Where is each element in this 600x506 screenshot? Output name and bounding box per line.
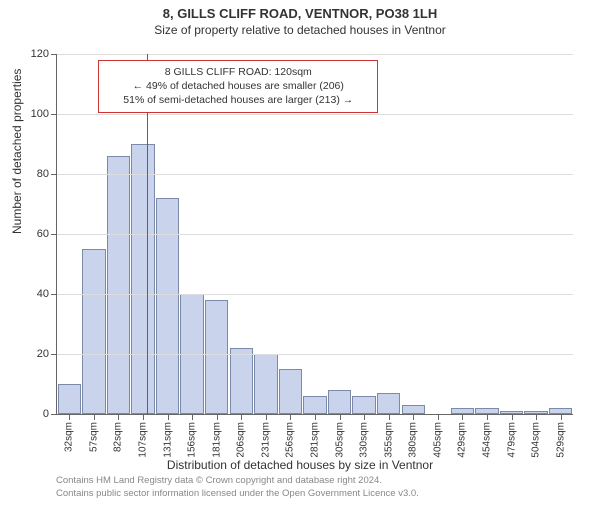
x-tick [241,414,242,420]
grid-line [57,54,573,55]
histogram-bar [156,198,179,414]
y-tick-label: 80 [37,168,49,180]
y-tick-label: 100 [31,108,49,120]
x-tick-label: 355sqm [383,422,394,458]
x-tick-label: 429sqm [457,422,468,458]
annotation-line: ← 49% of detached houses are smaller (20… [107,79,369,93]
x-tick-label: 32sqm [64,422,75,452]
x-tick-label: 231sqm [260,422,271,458]
x-tick [94,414,95,420]
x-tick [413,414,414,420]
y-tick [51,414,57,415]
x-tick [462,414,463,420]
x-tick [487,414,488,420]
x-tick [389,414,390,420]
y-tick [51,114,57,115]
annotation-line: 51% of semi-detached houses are larger (… [107,93,369,107]
x-tick [536,414,537,420]
x-tick [438,414,439,420]
histogram-bar [58,384,81,414]
y-tick [51,354,57,355]
x-tick-label: 82sqm [113,422,124,452]
x-tick-label: 479sqm [506,422,517,458]
x-tick [143,414,144,420]
y-tick-label: 60 [37,228,49,240]
x-tick [364,414,365,420]
y-tick [51,294,57,295]
chart-plot-area: 02040608010012032sqm57sqm82sqm107sqm131s… [56,54,573,415]
histogram-bar [352,396,375,414]
attribution: Contains HM Land Registry data © Crown c… [56,475,419,500]
x-tick [512,414,513,420]
x-tick-label: 57sqm [88,422,99,452]
histogram-bar [230,348,253,414]
x-tick-label: 454sqm [482,422,493,458]
x-tick-label: 330sqm [359,422,370,458]
annotation-box: 8 GILLS CLIFF ROAD: 120sqm← 49% of detac… [98,60,378,113]
x-tick [561,414,562,420]
x-tick [340,414,341,420]
x-tick [118,414,119,420]
annotation-line: 8 GILLS CLIFF ROAD: 120sqm [107,65,369,79]
x-tick-label: 206sqm [236,422,247,458]
y-axis-title: Number of detached properties [10,69,24,234]
x-tick-label: 380sqm [408,422,419,458]
x-tick [315,414,316,420]
grid-line [57,234,573,235]
x-tick-label: 305sqm [334,422,345,458]
x-axis-title: Distribution of detached houses by size … [0,458,600,472]
histogram-bar [107,156,130,414]
grid-line [57,294,573,295]
x-tick [168,414,169,420]
x-tick [192,414,193,420]
x-tick-label: 281sqm [310,422,321,458]
page-title: 8, GILLS CLIFF ROAD, VENTNOR, PO38 1LH [0,6,600,21]
y-tick-label: 120 [31,48,49,60]
histogram-bar [82,249,105,414]
y-tick [51,234,57,235]
y-tick [51,54,57,55]
x-tick [266,414,267,420]
y-tick-label: 0 [43,408,49,420]
x-tick-label: 504sqm [531,422,542,458]
histogram-bar [131,144,154,414]
page-subtitle: Size of property relative to detached ho… [0,23,600,37]
attribution-line-1: Contains HM Land Registry data © Crown c… [56,475,419,487]
x-tick-label: 156sqm [187,422,198,458]
grid-line [57,114,573,115]
x-tick-label: 181sqm [211,422,222,458]
x-tick-label: 529sqm [555,422,566,458]
y-tick [51,174,57,175]
attribution-line-2: Contains public sector information licen… [56,488,419,500]
histogram-bar [303,396,326,414]
x-tick [290,414,291,420]
x-tick [217,414,218,420]
histogram-bar [254,354,277,414]
x-tick [69,414,70,420]
y-tick-label: 20 [37,348,49,360]
histogram-bar [402,405,425,414]
grid-line [57,354,573,355]
histogram-bar [377,393,400,414]
y-tick-label: 40 [37,288,49,300]
x-tick-label: 131sqm [162,422,173,458]
histogram-bar [205,300,228,414]
histogram-bar [328,390,351,414]
x-tick-label: 107sqm [138,422,149,458]
histogram-bar [279,369,302,414]
grid-line [57,174,573,175]
x-tick-label: 405sqm [432,422,443,458]
x-tick-label: 256sqm [285,422,296,458]
